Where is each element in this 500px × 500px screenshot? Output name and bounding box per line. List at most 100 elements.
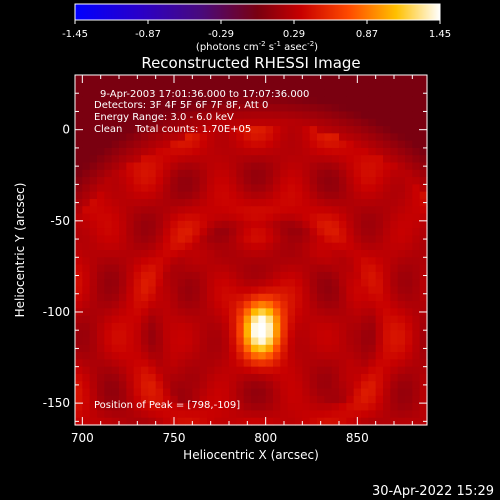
heatmap-cell [207, 235, 215, 244]
heatmap-cell [280, 213, 289, 222]
heatmap-cell [126, 89, 135, 98]
heatmap-cell [383, 213, 391, 222]
heatmap-cell [280, 96, 289, 105]
heatmap-cell [185, 344, 193, 353]
heatmap-cell [383, 242, 391, 251]
heatmap-cell [214, 344, 223, 353]
heatmap-cell [287, 191, 296, 200]
heatmap-cell [390, 155, 399, 164]
heatmap-cell [133, 89, 142, 98]
heatmap-cell [419, 410, 428, 419]
heatmap-cell [412, 75, 421, 83]
heatmap-cell [280, 330, 289, 339]
heatmap-cell [324, 198, 333, 207]
heatmap-cell [192, 330, 201, 339]
heatmap-cell [265, 286, 274, 295]
heatmap-cell [89, 403, 98, 412]
heatmap-cell [280, 147, 289, 156]
heatmap-cell [361, 75, 369, 83]
heatmap-cell [331, 410, 340, 419]
heatmap-cell [177, 417, 186, 426]
heatmap-cell [331, 82, 340, 91]
heatmap-cell [89, 89, 98, 98]
heatmap-cell [324, 184, 333, 193]
heatmap-cell [273, 75, 281, 83]
heatmap-cell [405, 373, 413, 382]
heatmap-cell [419, 111, 428, 120]
heatmap-cell [361, 271, 369, 280]
heatmap-cell [331, 220, 340, 229]
heatmap-cell [273, 410, 281, 419]
heatmap-cell [119, 213, 127, 222]
heatmap-cell [82, 315, 91, 324]
heatmap-cell [353, 381, 362, 390]
heatmap-cell [258, 293, 267, 302]
heatmap-cell [141, 330, 149, 339]
heatmap-cell [309, 191, 318, 200]
heatmap-cell [170, 271, 179, 280]
heatmap-cell [141, 162, 149, 171]
heatmap-cell [177, 155, 186, 164]
heatmap-cell [302, 250, 311, 258]
heatmap-cell [126, 395, 135, 404]
heatmap-cell [192, 220, 201, 229]
heatmap-cell [273, 96, 281, 105]
heatmap-cell [141, 235, 149, 244]
heatmap-cell [104, 344, 113, 353]
heatmap-cell [177, 286, 186, 295]
heatmap-cell [280, 228, 289, 237]
heatmap-cell [221, 330, 230, 339]
heatmap-cell [170, 250, 179, 258]
heatmap-cell [104, 257, 113, 266]
heatmap-cell [361, 184, 369, 193]
heatmap-cell [155, 250, 164, 258]
heatmap-cell [192, 184, 201, 193]
heatmap-cell [207, 162, 215, 171]
heatmap-cell [397, 228, 406, 237]
heatmap-cell [214, 96, 223, 105]
heatmap-cell [353, 315, 362, 324]
heatmap-cell [111, 337, 120, 346]
heatmap-cell [163, 250, 171, 258]
heatmap-cell [97, 184, 105, 193]
heatmap-cell [221, 381, 230, 390]
heatmap-cell [375, 410, 384, 419]
heatmap-cell [383, 111, 391, 120]
heatmap-cell [324, 111, 333, 120]
heatmap-cell [163, 301, 171, 309]
heatmap-cell [309, 220, 318, 229]
heatmap-cell [287, 75, 296, 83]
heatmap-cell [119, 330, 127, 339]
heatmap-cell [126, 381, 135, 390]
heatmap-cell [214, 279, 223, 288]
heatmap-cell [199, 206, 208, 215]
heatmap-cell [97, 257, 105, 266]
heatmap-cell [390, 322, 399, 331]
heatmap-cell [405, 96, 413, 105]
heatmap-cell [258, 198, 267, 207]
heatmap-cell [119, 250, 127, 258]
heatmap-cell [405, 330, 413, 339]
heatmap-cell [192, 337, 201, 346]
heatmap-cell [331, 395, 340, 404]
heatmap-cell [317, 293, 325, 302]
heatmap-cell [111, 235, 120, 244]
heatmap-cell [287, 118, 296, 127]
heatmap-cell [236, 213, 245, 222]
heatmap-cell [339, 118, 347, 127]
heatmap-cell [273, 198, 281, 207]
heatmap-cell [317, 257, 325, 266]
heatmap-cell [361, 388, 369, 397]
heatmap-cell [390, 359, 399, 368]
heatmap-cell [104, 271, 113, 280]
heatmap-cell [141, 395, 149, 404]
heatmap-cell [375, 308, 384, 317]
heatmap-cell [331, 111, 340, 120]
heatmap-cell [236, 184, 245, 193]
heatmap-cell [390, 118, 399, 127]
heatmap-cell [258, 75, 267, 83]
heatmap-cell [236, 126, 245, 134]
heatmap-cell [309, 286, 318, 295]
colorbar-ticks: -1.45 -0.87 -0.29 0.29 0.87 1.45 [62, 20, 451, 40]
heatmap-cell [141, 337, 149, 346]
